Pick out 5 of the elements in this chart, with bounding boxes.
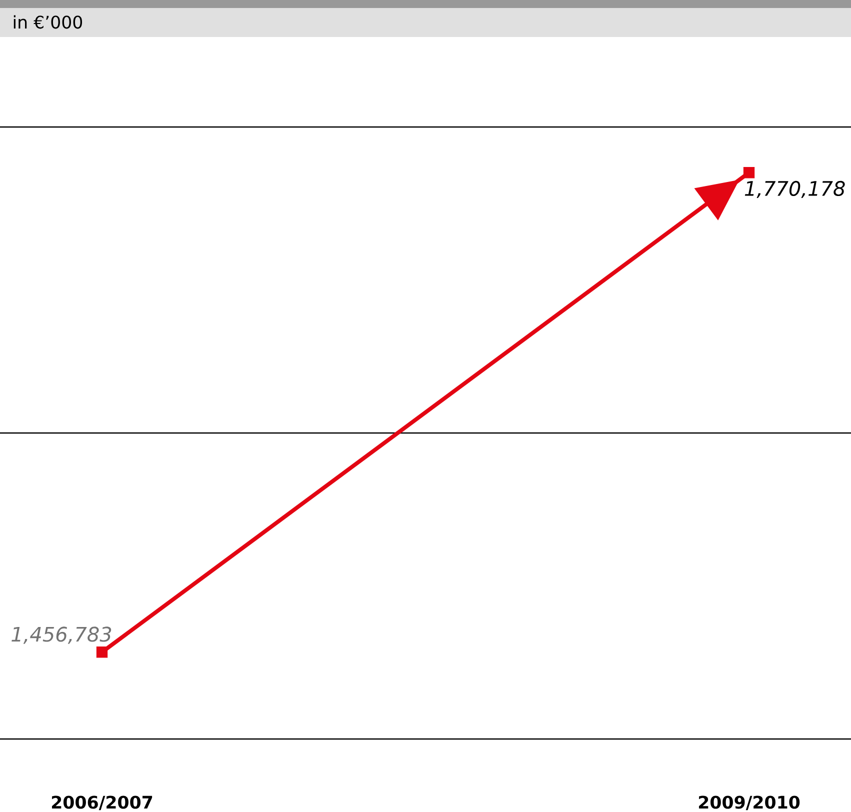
- x-tick-label: 2009/2010: [698, 796, 800, 810]
- chart-subtitle: in €’000: [14, 15, 82, 29]
- data-label: 1,770,178: [744, 180, 845, 198]
- data-label: 1,456,783: [12, 626, 112, 644]
- x-tick-label: 2006/2007: [52, 796, 152, 810]
